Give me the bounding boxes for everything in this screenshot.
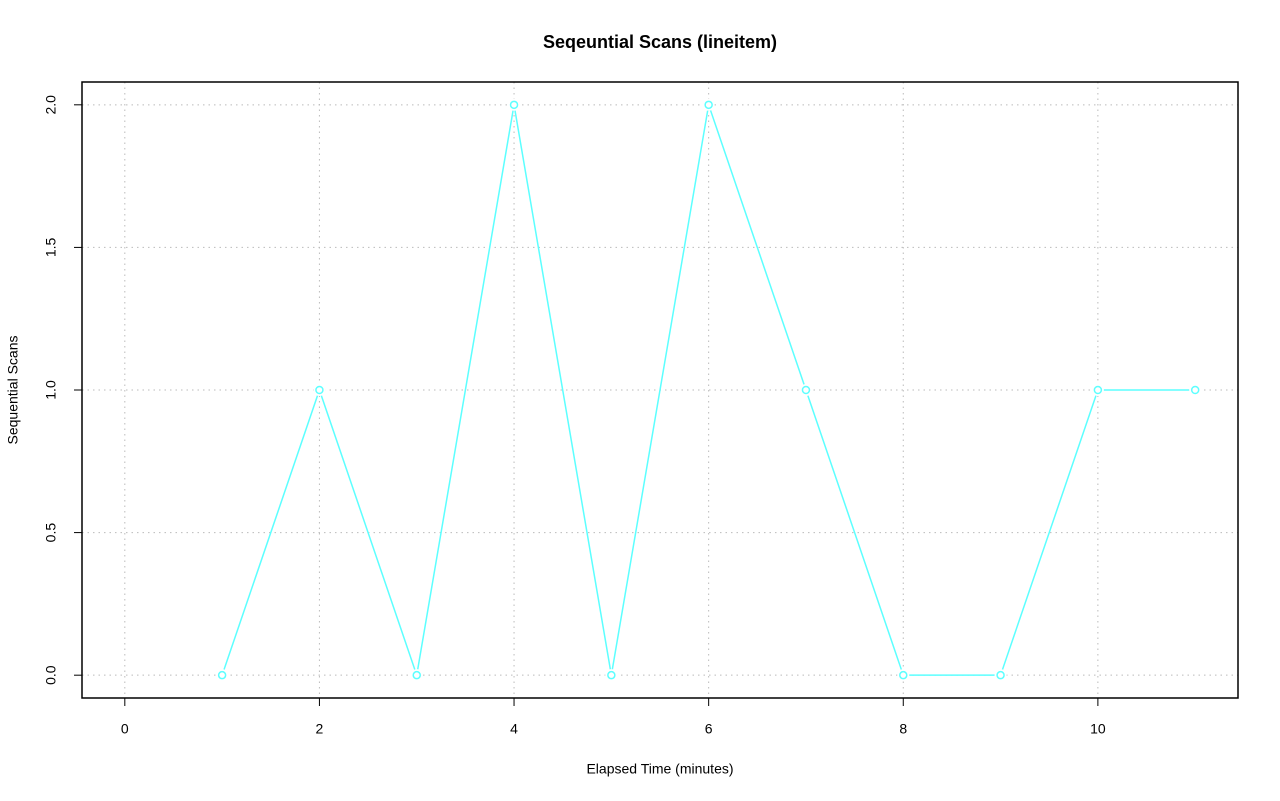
chart-title: Seqeuntial Scans (lineitem) <box>543 32 777 52</box>
point-marker <box>801 385 811 395</box>
point-marker <box>1190 385 1200 395</box>
point-marker <box>412 670 421 680</box>
x-tick-label: 8 <box>899 721 907 737</box>
y-axis-label: Sequential Scans <box>5 336 21 445</box>
x-tick-label: 2 <box>316 721 324 737</box>
y-tick-label: 2.0 <box>43 95 59 115</box>
x-axis-label: Elapsed Time (minutes) <box>586 761 733 777</box>
x-tick-label: 0 <box>121 721 129 737</box>
point-marker <box>607 670 616 680</box>
x-tick-label: 4 <box>510 721 518 737</box>
point-marker <box>1093 385 1103 395</box>
y-tick-label: 0.5 <box>43 523 59 543</box>
point-marker <box>996 670 1005 680</box>
plot <box>216 98 1202 682</box>
y-tick-label: 1.5 <box>43 237 59 257</box>
x-tick-label: 10 <box>1090 721 1106 737</box>
point-marker <box>315 385 324 395</box>
point-marker <box>899 670 908 680</box>
y-tick-label: 1.0 <box>43 380 59 400</box>
y-tick-label: 0.0 <box>43 665 59 685</box>
point-marker <box>509 100 519 110</box>
point-marker <box>217 670 227 680</box>
point-marker <box>704 100 713 110</box>
x-tick-label: 6 <box>705 721 713 737</box>
